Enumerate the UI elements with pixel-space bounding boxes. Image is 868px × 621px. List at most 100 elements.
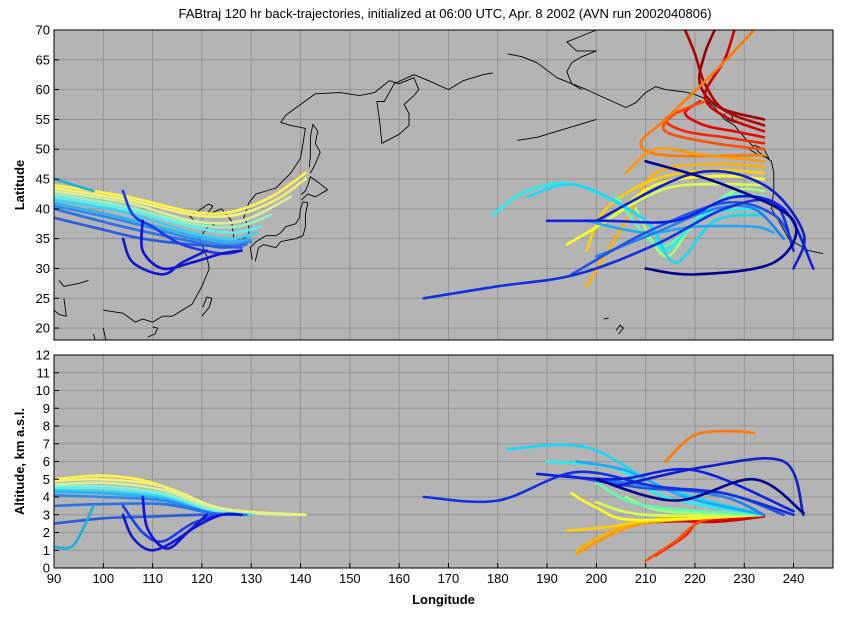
trajectory-line bbox=[54, 192, 273, 229]
x-tick-label: 150 bbox=[339, 571, 361, 586]
trajectory-line bbox=[422, 470, 795, 517]
coastline bbox=[615, 324, 624, 335]
trajectory-line bbox=[54, 177, 307, 218]
trajectory-line bbox=[506, 443, 766, 517]
trajectory-line bbox=[54, 171, 307, 215]
y-tick-label: 8 bbox=[43, 419, 50, 434]
trajectory-line bbox=[54, 216, 243, 249]
coastline bbox=[566, 30, 597, 90]
trajectory-line bbox=[54, 177, 95, 193]
trajectory-line bbox=[595, 477, 805, 515]
y-tick-label: 30 bbox=[36, 261, 50, 276]
trajectory-line bbox=[683, 30, 766, 127]
latitude-frame bbox=[53, 29, 834, 341]
y-tick-label: 9 bbox=[43, 401, 50, 416]
trajectory-line bbox=[141, 495, 243, 550]
x-tick-label: 220 bbox=[684, 571, 706, 586]
x-tick-label: 180 bbox=[487, 571, 509, 586]
coastline bbox=[147, 326, 158, 338]
y-tick-label: 35 bbox=[36, 231, 50, 246]
trajectory-line bbox=[585, 162, 766, 288]
altitude-axis-label: Altitude, km a.s.l. bbox=[12, 408, 27, 515]
y-tick-label: 7 bbox=[43, 436, 50, 451]
trajectory-line bbox=[570, 492, 766, 522]
trajectory-line bbox=[54, 189, 292, 225]
y-tick-label: 4 bbox=[43, 490, 50, 505]
coastline bbox=[308, 123, 321, 174]
y-tick-label: 40 bbox=[36, 201, 50, 216]
coastline bbox=[603, 317, 609, 320]
trajectory-line bbox=[664, 429, 756, 463]
x-tick-label: 240 bbox=[783, 571, 805, 586]
trajectory-line bbox=[697, 30, 766, 121]
trajectory-line bbox=[661, 100, 766, 151]
trajectory-line bbox=[624, 147, 766, 175]
y-tick-label: 0 bbox=[43, 561, 50, 576]
altitude-trajectories bbox=[54, 429, 805, 563]
x-tick-label: 230 bbox=[733, 571, 755, 586]
chart-title: FABtraj 120 hr back-trajectories, initia… bbox=[178, 6, 711, 21]
latitude-trajectories bbox=[54, 30, 815, 300]
trajectory-line bbox=[585, 219, 776, 235]
x-tick-label: 120 bbox=[191, 571, 213, 586]
coastline bbox=[54, 298, 67, 317]
trajectory-line bbox=[121, 237, 209, 276]
latitude-ticks: 20 25 30 35 40 45 50 55 60 65 70 bbox=[36, 23, 59, 336]
y-tick-label: 20 bbox=[36, 321, 50, 336]
trajectory-line bbox=[614, 457, 805, 517]
y-tick-label: 1 bbox=[43, 543, 50, 558]
trajectory-line bbox=[595, 169, 806, 270]
y-tick-label: 60 bbox=[36, 82, 50, 97]
y-tick-label: 3 bbox=[43, 507, 50, 522]
trajectory-line bbox=[570, 200, 795, 276]
coastline bbox=[103, 309, 173, 323]
trajectory-line bbox=[54, 481, 292, 517]
trajectory-line bbox=[595, 481, 766, 517]
coastline bbox=[517, 118, 597, 141]
y-tick-label: 2 bbox=[43, 525, 50, 540]
x-tick-label: 130 bbox=[240, 571, 262, 586]
y-tick-label: 25 bbox=[36, 291, 50, 306]
y-tick-label: 12 bbox=[36, 348, 50, 363]
y-tick-label: 6 bbox=[43, 454, 50, 469]
trajectory-line bbox=[526, 182, 766, 264]
trajectory-line bbox=[54, 504, 95, 550]
trajectory-line bbox=[639, 30, 766, 158]
trajectory-line bbox=[595, 204, 785, 258]
trajectory-line bbox=[535, 467, 795, 513]
y-tick-label: 70 bbox=[36, 23, 50, 38]
y-tick-label: 45 bbox=[36, 172, 50, 187]
x-tick-label: 110 bbox=[142, 571, 163, 586]
x-tick-label: 160 bbox=[388, 571, 410, 586]
trajectory-line bbox=[703, 30, 766, 133]
x-tick-label: 170 bbox=[438, 571, 460, 586]
latitude-panel: 20 25 30 35 40 45 50 55 60 65 70 Latitude bbox=[12, 23, 834, 341]
coastline bbox=[201, 296, 213, 317]
y-tick-label: 50 bbox=[36, 142, 50, 157]
longitude-ticks: 90 100 110 120 130 140 150 160 170 180 190 200 210 22… bbox=[47, 563, 805, 586]
trajectory-line bbox=[565, 174, 766, 246]
latitude-axis-label: Latitude bbox=[12, 160, 27, 211]
y-tick-label: 10 bbox=[36, 383, 50, 398]
x-tick-label: 210 bbox=[635, 571, 657, 586]
x-tick-label: 90 bbox=[47, 571, 61, 586]
trajectory-line bbox=[54, 198, 258, 240]
trajectory-line bbox=[54, 195, 263, 234]
coastline bbox=[58, 279, 89, 287]
x-tick-label: 100 bbox=[92, 571, 114, 586]
coastline bbox=[249, 201, 309, 262]
x-tick-label: 190 bbox=[536, 571, 558, 586]
longitude-axis-label: Longitude bbox=[412, 592, 475, 607]
coastline bbox=[92, 328, 107, 340]
y-tick-label: 65 bbox=[36, 52, 50, 67]
trajectory-line bbox=[644, 159, 798, 276]
trajectory-line bbox=[54, 484, 253, 517]
x-tick-label: 140 bbox=[290, 571, 312, 586]
y-tick-label: 5 bbox=[43, 472, 50, 487]
trajectory-line bbox=[121, 513, 209, 552]
y-tick-label: 11 bbox=[37, 365, 51, 380]
x-tick-label: 200 bbox=[585, 571, 607, 586]
y-tick-label: 55 bbox=[36, 112, 50, 127]
